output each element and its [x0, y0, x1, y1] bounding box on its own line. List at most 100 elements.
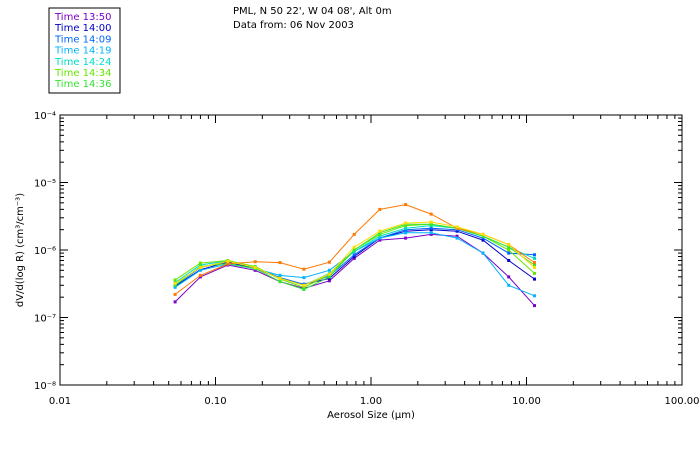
data-point — [352, 232, 356, 236]
data-point — [378, 231, 382, 235]
chart-title: PML, N 50 22', W 04 08', Alt 0m — [233, 6, 392, 17]
data-point — [253, 266, 257, 269]
data-point — [533, 266, 536, 269]
data-point — [327, 272, 331, 276]
x-tick-label: 10.00 — [512, 396, 541, 407]
x-tick-label: 1.00 — [360, 396, 382, 407]
data-point — [455, 234, 459, 238]
data-point — [302, 276, 306, 280]
legend-entry: Time 14:19 — [54, 46, 111, 57]
data-point — [378, 229, 382, 233]
data-point — [278, 261, 282, 265]
data-point — [429, 220, 433, 224]
data-point — [455, 236, 459, 240]
data-point — [278, 280, 282, 284]
data-point — [352, 253, 356, 257]
data-point — [198, 266, 202, 269]
data-point — [429, 212, 433, 216]
x-axis-label: Aerosol Size (µm) — [327, 410, 415, 421]
axis-ticks: 0.01 0.10 1.00 10.00 100.00 10⁻⁸ 10⁻⁷ 10⁻⁶ 10⁻⁵ 1… — [34, 111, 700, 407]
data-point — [173, 281, 177, 285]
data-point — [404, 236, 408, 240]
data-point — [507, 248, 511, 252]
data-point — [533, 253, 536, 257]
y-tick-label: 10⁻⁷ — [34, 314, 56, 325]
legend-entry: Time 14:34 — [54, 68, 111, 79]
data-point — [404, 226, 408, 230]
data-point — [507, 245, 511, 249]
data-point — [481, 234, 485, 238]
data-point — [533, 261, 536, 265]
data-point — [302, 288, 306, 291]
data-point — [481, 236, 485, 240]
data-point — [173, 278, 177, 282]
y-tick-label: 10⁻⁶ — [34, 246, 56, 257]
data-point — [173, 285, 177, 289]
data-point — [352, 248, 356, 252]
data-point — [429, 222, 433, 226]
chart-subtitle: Data from: 06 Nov 2003 — [233, 20, 354, 31]
legend-entry: Time 14:36 — [54, 79, 111, 90]
data-point — [404, 231, 408, 235]
data-point — [429, 232, 433, 236]
data-point — [198, 261, 202, 265]
data-point — [352, 256, 356, 260]
data-point — [226, 259, 230, 263]
data-point — [404, 203, 408, 207]
data-point — [226, 262, 230, 266]
data-point — [507, 283, 511, 287]
data-point — [507, 251, 511, 255]
x-tick-label: 100.00 — [665, 396, 700, 407]
data-point — [198, 273, 202, 277]
legend-entry: Time 13:50 — [54, 12, 111, 23]
y-tick-label: 10⁻⁵ — [34, 179, 56, 190]
data-point — [533, 256, 536, 260]
data-point — [278, 276, 282, 280]
legend-entry: Time 14:24 — [54, 57, 111, 68]
data-point — [507, 243, 511, 247]
data-point — [173, 292, 177, 296]
y-tick-label: 10⁻⁸ — [34, 381, 56, 392]
x-tick-label: 0.10 — [204, 396, 226, 407]
data-point — [327, 279, 331, 283]
data-point — [378, 236, 382, 240]
data-point — [429, 226, 433, 230]
data-point — [198, 268, 202, 272]
data-point — [302, 283, 306, 287]
data-point — [173, 300, 177, 304]
legend-box — [48, 7, 121, 94]
data-point — [507, 275, 511, 279]
y-axis-label: dV/d(log R) (cm³/cm⁻³) — [15, 193, 26, 307]
plot-area — [59, 114, 683, 386]
data-point — [533, 263, 536, 267]
data-point — [533, 277, 536, 281]
data-point — [302, 285, 306, 289]
data-point — [533, 294, 536, 298]
data-point — [302, 267, 306, 271]
data-point — [327, 260, 331, 264]
legend-entry: Time 14:09 — [54, 34, 111, 45]
data-point — [378, 232, 382, 236]
data-point — [533, 304, 536, 308]
data-point — [429, 231, 433, 235]
data-point — [481, 251, 485, 255]
x-tick-label: 0.01 — [49, 396, 71, 407]
data-point — [327, 275, 331, 279]
data-point — [327, 268, 331, 272]
y-tick-label: 10⁻⁴ — [34, 111, 56, 122]
series-group — [173, 203, 536, 308]
data-point — [253, 260, 257, 264]
data-point — [404, 221, 408, 225]
data-point — [378, 234, 382, 238]
data-point — [455, 225, 459, 229]
legend-entry: Time 14:00 — [54, 23, 111, 34]
data-point — [173, 283, 177, 287]
data-point — [278, 273, 282, 277]
data-point — [481, 232, 485, 236]
data-point — [352, 255, 356, 258]
data-point — [378, 238, 382, 242]
data-point — [352, 245, 356, 249]
data-point — [533, 271, 536, 275]
